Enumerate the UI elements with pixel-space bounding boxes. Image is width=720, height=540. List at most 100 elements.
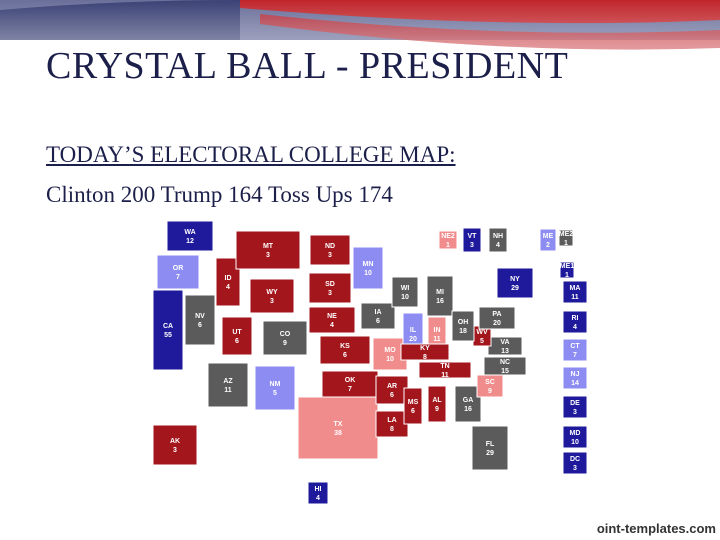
state-votes: 3 xyxy=(328,252,332,259)
state-abbr: OH xyxy=(458,319,469,326)
state-votes: 7 xyxy=(176,274,180,281)
state-votes: 3 xyxy=(573,409,577,416)
state-votes: 3 xyxy=(573,465,577,472)
state-votes: 1 xyxy=(446,242,450,249)
state-votes: 10 xyxy=(401,294,409,301)
state-abbr: KY xyxy=(420,345,430,352)
state-abbr: WV xyxy=(476,329,488,336)
state-abbr: DE xyxy=(570,400,580,407)
state-abbr: IN xyxy=(434,327,441,334)
state-shape xyxy=(221,316,253,356)
state-abbr: UT xyxy=(232,329,242,336)
state-votes: 3 xyxy=(328,290,332,297)
state-shape xyxy=(375,375,409,405)
state-abbr: NV xyxy=(195,313,205,320)
state-votes: 6 xyxy=(411,408,415,415)
state-shape xyxy=(184,294,216,346)
state-shape xyxy=(438,230,458,250)
state-shape xyxy=(352,246,384,290)
state-shape xyxy=(207,362,249,408)
state-votes: 10 xyxy=(571,439,579,446)
state-votes: 13 xyxy=(501,348,509,355)
state-votes: 6 xyxy=(390,392,394,399)
state-votes: 16 xyxy=(436,298,444,305)
state-votes: 8 xyxy=(423,354,427,361)
state-shape xyxy=(391,276,419,308)
state-abbr: AZ xyxy=(223,378,233,385)
state-votes: 4 xyxy=(226,284,230,291)
state-abbr: NM xyxy=(270,381,281,388)
state-abbr: IA xyxy=(375,309,382,316)
state-votes: 6 xyxy=(235,338,239,345)
state-shape xyxy=(562,395,588,419)
state-votes: 6 xyxy=(343,352,347,359)
state-abbr: AK xyxy=(170,438,180,445)
state-shape xyxy=(166,220,214,252)
state-abbr: SC xyxy=(485,379,495,386)
state-votes: 11 xyxy=(571,294,579,301)
state-abbr: MO xyxy=(384,347,396,354)
state-abbr: NJ xyxy=(571,371,580,378)
state-abbr: MS xyxy=(408,399,419,406)
state-shape xyxy=(562,451,588,475)
state-abbr: MI xyxy=(436,289,444,296)
state-shape xyxy=(235,230,301,270)
state-shape xyxy=(426,275,454,317)
state-votes: 1 xyxy=(565,272,569,279)
state-abbr: NE2 xyxy=(441,233,455,240)
state-abbr: SD xyxy=(325,281,335,288)
state-shape xyxy=(462,227,482,253)
state-votes: 6 xyxy=(198,322,202,329)
state-abbr: ME1 xyxy=(560,263,575,270)
subheading: Clinton 200 Trump 164 Toss Ups 174 xyxy=(46,182,393,207)
state-votes: 3 xyxy=(266,252,270,259)
state-abbr: CT xyxy=(570,343,580,350)
state-abbr: OR xyxy=(173,265,184,272)
state-abbr: AR xyxy=(387,383,397,390)
state-shape xyxy=(496,267,534,299)
state-abbr: KS xyxy=(340,343,350,350)
state-votes: 11 xyxy=(441,372,449,379)
footer: oint-templates.com xyxy=(596,521,716,536)
state-votes: 55 xyxy=(164,332,172,339)
state-votes: 9 xyxy=(488,388,492,395)
state-abbr: LA xyxy=(387,417,396,424)
state-votes: 11 xyxy=(224,387,232,394)
state-shape xyxy=(215,257,241,307)
state-shape xyxy=(262,320,308,356)
state-votes: 7 xyxy=(348,386,352,393)
state-shape xyxy=(562,366,588,390)
state-votes: 11 xyxy=(433,336,441,343)
state-shape xyxy=(152,289,184,371)
state-abbr: FL xyxy=(486,441,495,448)
state-abbr: NC xyxy=(500,359,510,366)
state-votes: 38 xyxy=(334,430,342,437)
state-abbr: ME xyxy=(543,233,554,240)
state-abbr: VT xyxy=(468,233,478,240)
state-shape xyxy=(308,306,356,334)
state-votes: 4 xyxy=(496,242,500,249)
state-votes: 20 xyxy=(409,336,417,343)
state-shape xyxy=(539,228,557,252)
state-votes: 3 xyxy=(173,447,177,454)
state-votes: 1 xyxy=(564,240,568,247)
state-votes: 5 xyxy=(273,390,277,397)
state-votes: 20 xyxy=(493,320,501,327)
state-abbr: AL xyxy=(432,397,442,404)
flag-banner xyxy=(0,0,720,115)
state-votes: 29 xyxy=(486,450,494,457)
state-votes: 14 xyxy=(571,380,579,387)
state-abbr: TX xyxy=(334,421,343,428)
state-shape xyxy=(427,385,447,423)
state-abbr: RI xyxy=(572,315,579,322)
state-shape xyxy=(471,425,509,471)
state-shape xyxy=(478,306,516,330)
state-votes: 10 xyxy=(364,270,372,277)
state-shape xyxy=(297,396,379,460)
state-shape xyxy=(321,370,379,398)
state-abbr: ND xyxy=(325,243,335,250)
state-abbr: GA xyxy=(463,397,474,404)
state-shape xyxy=(403,387,423,425)
